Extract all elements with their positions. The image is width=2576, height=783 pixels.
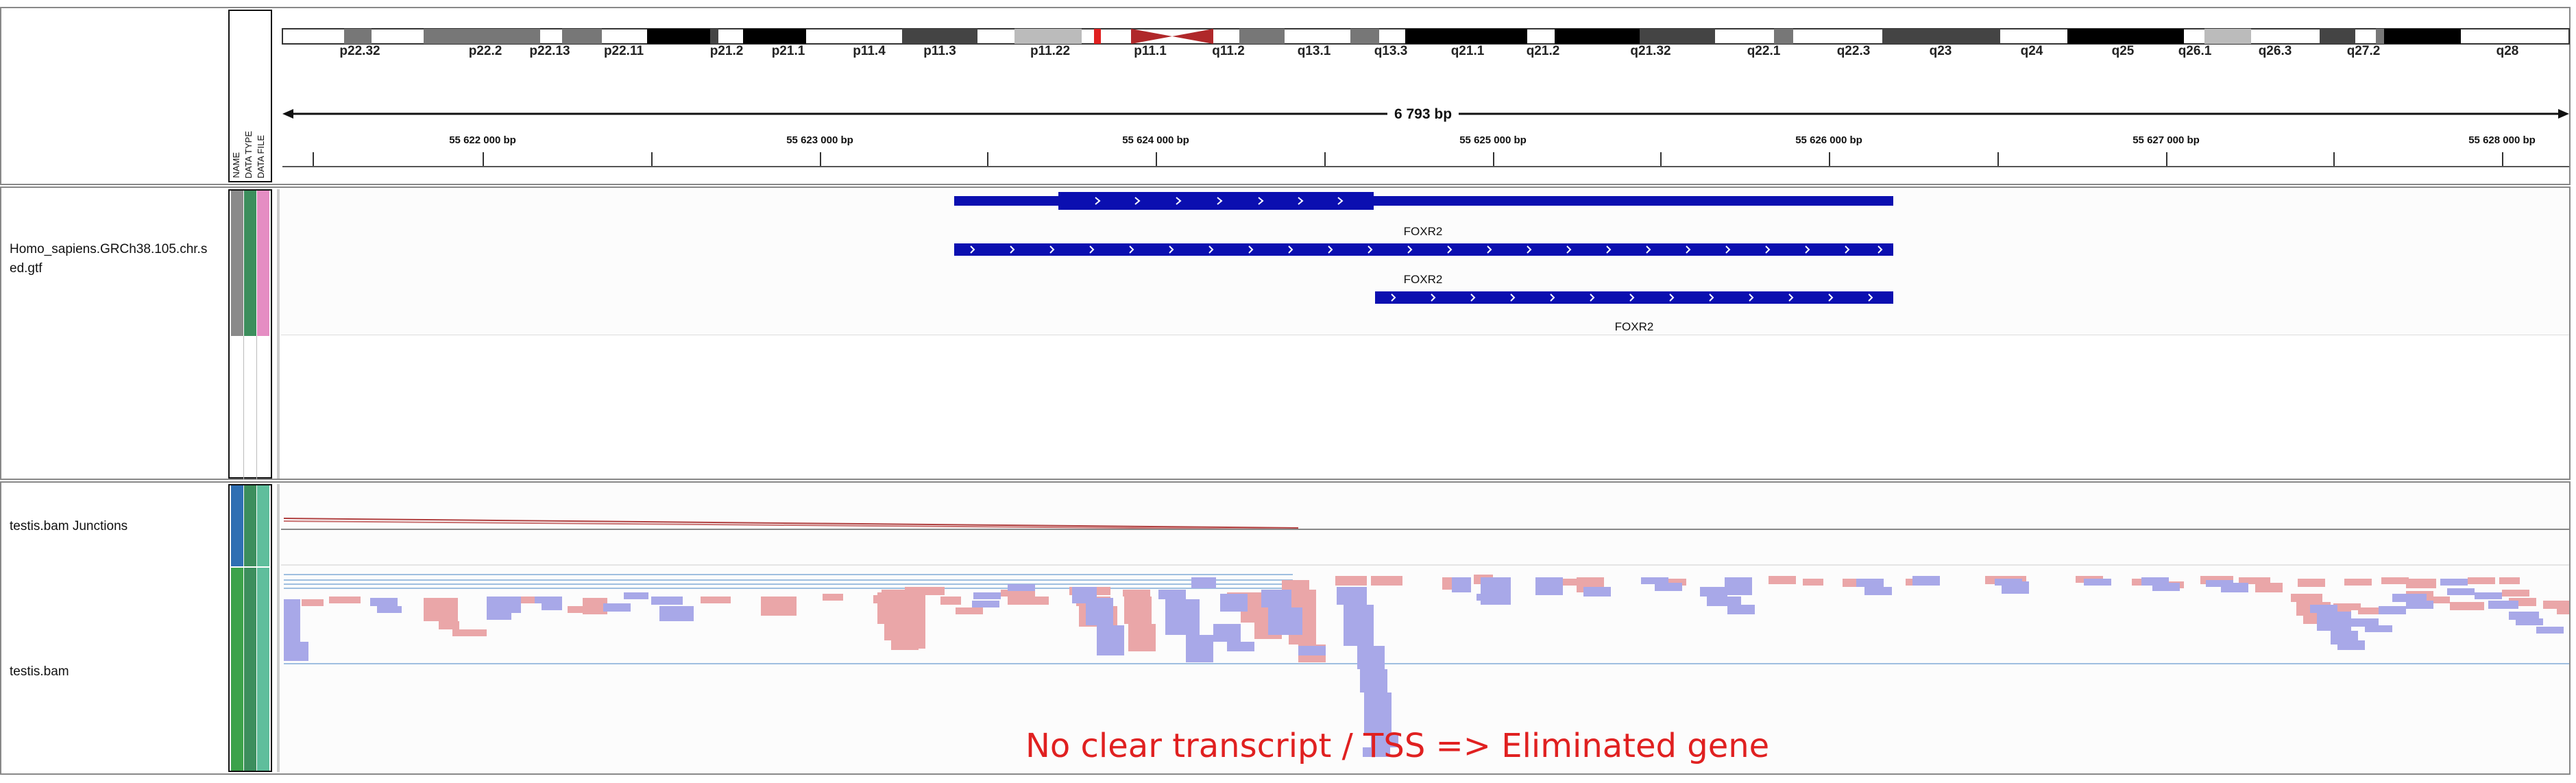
- annotation-text: No clear transcript / TSS => Eliminated …: [1025, 727, 1770, 765]
- band-label: p22.11: [603, 44, 644, 58]
- ruler-tick-label: 55 628 000 bp: [2468, 134, 2536, 146]
- gtf-track-name-line1: Homo_sapiens.GRCh38.105.chr.s: [10, 242, 208, 256]
- ruler-baseline: [282, 166, 2569, 167]
- gtf-attribute-colors[interactable]: [228, 189, 272, 480]
- band-label: q24: [2020, 44, 2043, 58]
- band-label: p11.1: [1134, 44, 1167, 58]
- gtf-panel: [0, 186, 2571, 480]
- band-label: p22.2: [468, 44, 502, 58]
- band-label: q13.1: [1297, 44, 1331, 58]
- bam-track-name[interactable]: testis.bam: [10, 664, 69, 679]
- gtf-track-name[interactable]: Homo_sapiens.GRCh38.105.chr.s ed.gtf: [10, 240, 226, 278]
- gene-label: FOXR2: [1614, 320, 1654, 333]
- attr-name-color: [231, 568, 243, 771]
- band-label: q22.1: [1747, 44, 1781, 58]
- ruler-tick: [2333, 152, 2335, 166]
- band-label: q23: [1929, 44, 1952, 58]
- attr-name-color: [231, 485, 243, 566]
- span-label: 6 793 bp: [1387, 106, 1459, 123]
- ruler-tick: [820, 152, 821, 166]
- ruler-tick: [651, 152, 653, 166]
- band-label: q21.32: [1630, 44, 1671, 58]
- ruler-tick-label: 55 624 000 bp: [1122, 134, 1189, 146]
- attr-file-color: [257, 568, 269, 771]
- data-area-divider: [277, 189, 280, 479]
- band-label: p11.3: [923, 44, 956, 58]
- band-label: q26.3: [2258, 44, 2292, 58]
- band-label: p21.2: [709, 44, 744, 58]
- ruler-tick: [987, 152, 988, 166]
- junctions-track-name[interactable]: testis.bam Junctions: [10, 519, 128, 533]
- ruler-tick: [1829, 152, 1830, 166]
- data-area-divider: [277, 484, 280, 772]
- attr-file-color: [257, 485, 269, 566]
- band-label: p22.32: [339, 44, 380, 58]
- attr-type-color: [244, 485, 256, 566]
- band-label: p11.22: [1030, 44, 1071, 58]
- band-label: q22.3: [1836, 44, 1871, 58]
- ruler-tick: [1660, 152, 1662, 166]
- ruler-tick-label: 55 622 000 bp: [449, 134, 516, 146]
- ruler-tick: [1997, 152, 1999, 166]
- gene-label: FOXR2: [1403, 273, 1443, 286]
- attribute-header[interactable]: NAME DATA TYPE DATA FILE: [228, 10, 272, 182]
- attr-name-color: [231, 191, 243, 336]
- attr-file-color: [257, 191, 269, 336]
- ruler-tick-label: 55 627 000 bp: [2133, 134, 2200, 146]
- attr-type-color: [244, 191, 256, 336]
- ruler-tick: [1156, 152, 1157, 166]
- bam-panel: [0, 481, 2571, 775]
- band-label: q27.2: [2346, 44, 2381, 58]
- ruler-tick-label: 55 626 000 bp: [1795, 134, 1862, 146]
- reverse-reads: [284, 576, 2564, 757]
- ruler-tick-label: 55 625 000 bp: [1459, 134, 1527, 146]
- ruler-tick: [313, 152, 314, 166]
- band-label: p21.1: [771, 44, 805, 58]
- transcript-1: [954, 192, 1893, 210]
- chromosome-ideogram[interactable]: [281, 27, 2571, 45]
- coverage-lines: [284, 574, 2569, 664]
- gtf-track-name-line2: ed.gtf: [10, 261, 42, 276]
- attr-type-color: [244, 568, 256, 771]
- attr-divider: [243, 336, 244, 480]
- bam-attribute-colors[interactable]: [228, 484, 272, 772]
- gtf-track-bg: [281, 189, 2569, 335]
- band-label: q13.3: [1374, 44, 1408, 58]
- ruler-tick: [1324, 152, 1326, 166]
- alignment-track[interactable]: [281, 566, 2569, 772]
- band-label: q21.2: [1526, 44, 1560, 58]
- band-label: q11.2: [1212, 44, 1245, 58]
- strand-arrows: [970, 245, 1883, 254]
- junctions-track[interactable]: [281, 484, 2569, 566]
- band-label: q25: [2111, 44, 2135, 58]
- band-label: q21.1: [1450, 44, 1485, 58]
- band-label: p11.4: [853, 44, 886, 58]
- ruler-tick: [2166, 152, 2167, 166]
- transcript-2: [954, 243, 1893, 256]
- band-label: p22.13: [529, 44, 570, 58]
- gene-features[interactable]: [0, 0, 2576, 480]
- attr-divider: [256, 336, 257, 480]
- ruler-tick-label: 55 623 000 bp: [786, 134, 853, 146]
- gene-label: FOXR2: [1403, 225, 1443, 238]
- ruler-tick: [2502, 152, 2503, 166]
- band-label: q26.1: [2178, 44, 2212, 58]
- band-label: q28: [2496, 44, 2519, 58]
- ruler-tick: [1493, 152, 1494, 166]
- transcript-3: [1375, 291, 1893, 304]
- header-panel: [0, 7, 2571, 185]
- ruler-tick: [483, 152, 484, 166]
